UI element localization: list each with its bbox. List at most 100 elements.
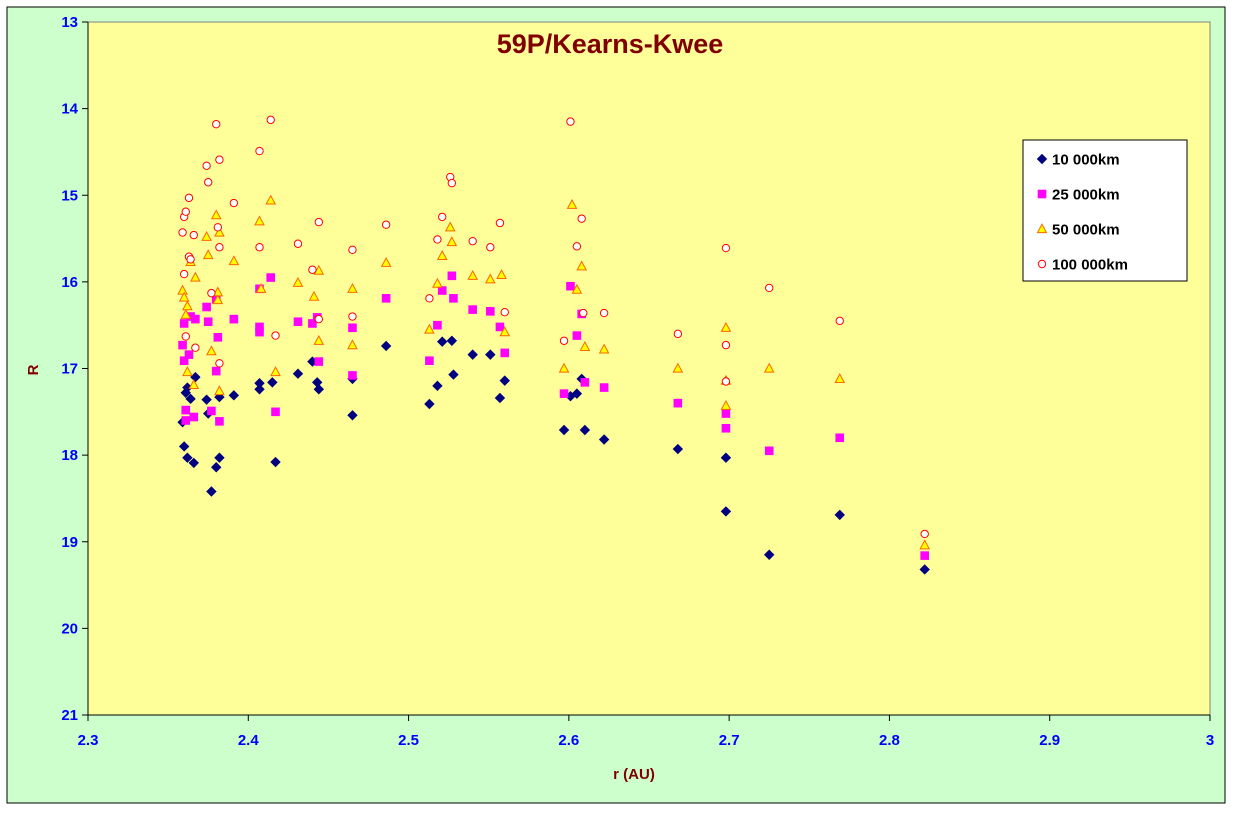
- diamond-point: [672, 443, 684, 455]
- diamond-point: [720, 506, 732, 517]
- y-tick-label: 18: [61, 447, 78, 464]
- square-point: [425, 356, 434, 366]
- triangle-point: [214, 226, 225, 237]
- x-tick-label: 2.8: [879, 732, 900, 749]
- triangle-point: [558, 362, 570, 373]
- circle-point: [835, 316, 844, 326]
- diamond-point: [571, 388, 583, 399]
- circle-point: [447, 178, 457, 188]
- square-point: [835, 433, 845, 443]
- triangle-point: [190, 271, 201, 282]
- diamond-point: [270, 456, 281, 468]
- diamond-point: [494, 392, 506, 404]
- diamond-point: [558, 424, 570, 436]
- triangle-point: [672, 362, 684, 373]
- circle-point: [572, 242, 582, 251]
- square-point: [314, 357, 324, 366]
- diamond-point: [313, 384, 325, 395]
- triangle-point: [484, 273, 496, 284]
- diamond-point: [446, 335, 458, 346]
- triangle-point: [566, 198, 578, 209]
- square-point: [179, 319, 189, 328]
- triangle-point: [201, 230, 212, 241]
- square-point: [580, 378, 590, 387]
- diamond-point: [214, 452, 225, 463]
- triangle-point: [467, 269, 479, 280]
- diamond-point: [201, 394, 212, 405]
- triangle-point: [177, 284, 188, 295]
- triangle-point: [178, 291, 190, 302]
- square-point: [255, 327, 264, 337]
- circle-point: [673, 329, 683, 339]
- y-axis-ticks: 13 14 15 16 17 18 19 20 21: [61, 14, 88, 724]
- series-circle: [178, 115, 929, 539]
- diamond-point: [485, 349, 496, 360]
- square-point: [215, 417, 224, 426]
- circle-point: [495, 218, 505, 228]
- x-tick-label: 2.4: [238, 732, 260, 749]
- triangle-point: [579, 340, 591, 351]
- triangle-point: [180, 308, 192, 319]
- circle-point: [191, 343, 200, 352]
- triangle-point: [576, 260, 588, 271]
- circle-point: [500, 307, 509, 317]
- circle-point: [215, 155, 224, 164]
- legend-triangle-icon: [1036, 223, 1048, 234]
- diamond-point: [347, 410, 358, 421]
- triangle-point: [444, 221, 456, 232]
- x-tick-label: 2.5: [398, 732, 419, 749]
- x-tick-label: 2.3: [78, 732, 99, 749]
- legend-label: 25 000km: [1052, 187, 1120, 204]
- square-point: [191, 314, 200, 324]
- square-point: [213, 333, 223, 342]
- circle-point: [438, 212, 447, 222]
- circle-point: [721, 340, 731, 350]
- triangle-point: [571, 283, 583, 294]
- square-point: [293, 317, 303, 327]
- circle-point: [579, 308, 588, 318]
- diamond-point: [499, 375, 510, 386]
- square-point: [673, 398, 683, 408]
- triangle-point: [313, 334, 325, 345]
- circle-point: [181, 207, 190, 216]
- triangle-point: [254, 215, 265, 226]
- y-tick-label: 15: [61, 187, 78, 204]
- y-tick-label: 20: [61, 620, 78, 637]
- legend-square-icon: [1037, 189, 1047, 199]
- circle-point: [189, 230, 198, 240]
- square-point: [181, 405, 191, 415]
- square-point: [266, 273, 276, 282]
- legend-label: 50 000km: [1052, 222, 1120, 239]
- diamond-point: [919, 564, 930, 575]
- square-point: [229, 314, 239, 324]
- triangle-point: [212, 294, 224, 305]
- y-axis-label: R: [25, 364, 42, 375]
- circle-point: [215, 243, 224, 252]
- square-point: [559, 389, 569, 398]
- triangle-point: [424, 323, 435, 334]
- diamond-point: [182, 452, 193, 463]
- triangle-point: [432, 277, 443, 288]
- circle-point: [207, 288, 216, 298]
- circle-point: [255, 146, 264, 156]
- triangle-point: [499, 326, 511, 337]
- circle-point: [213, 223, 223, 232]
- circle-point: [559, 336, 569, 345]
- square-point: [271, 407, 280, 417]
- square-point: [348, 371, 357, 380]
- diamond-point: [292, 368, 304, 379]
- triangle-point: [265, 194, 277, 205]
- y-tick-label: 16: [61, 274, 78, 291]
- square-point: [203, 317, 213, 327]
- triangle-point: [188, 379, 200, 390]
- x-axis-ticks: 2.3 2.4 2.5 2.6 2.7 2.8 2.9 3: [78, 715, 1214, 749]
- circle-point: [314, 314, 324, 324]
- triangle-point: [347, 282, 358, 293]
- square-point: [764, 446, 774, 456]
- square-point: [211, 366, 221, 376]
- legend-label: 10 000km: [1052, 152, 1120, 169]
- legend-item: 25 000km: [1037, 187, 1120, 204]
- diamond-point: [448, 369, 459, 380]
- x-tick-label: 2.7: [719, 732, 740, 749]
- diamond-point: [579, 424, 591, 436]
